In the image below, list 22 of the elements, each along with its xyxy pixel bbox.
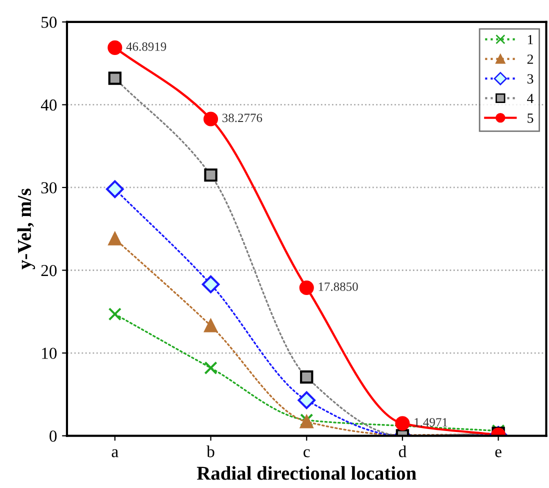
y-tick-label: 20 bbox=[41, 264, 57, 276]
y-tick-label: 50 bbox=[42, 16, 57, 28]
legend-label: 5 bbox=[528, 114, 534, 123]
legend-label: 4 bbox=[527, 94, 534, 104]
x-axis-title: Radial directional location bbox=[196, 466, 416, 480]
data-label: 38.2776 bbox=[222, 114, 262, 122]
y-tick-label: 30 bbox=[41, 182, 57, 194]
x-tick-label: d bbox=[398, 446, 406, 458]
data-label: 17.8850 bbox=[318, 282, 358, 291]
legend-label: 2 bbox=[527, 54, 533, 64]
data-label: 1.4971 bbox=[414, 418, 448, 427]
y-tick-label: 10 bbox=[42, 348, 57, 359]
y-tick-label: 40 bbox=[40, 99, 57, 111]
x-tick-label: b bbox=[206, 446, 214, 458]
x-tick-label: e bbox=[495, 449, 502, 458]
legend-label: 3 bbox=[527, 74, 534, 84]
legend-label: 1 bbox=[528, 35, 533, 44]
x-tick-label: a bbox=[112, 449, 118, 458]
y-axis-title: y-Vel, m/s bbox=[17, 188, 36, 270]
x-tick-label: c bbox=[304, 449, 310, 458]
y-tick-label: 0 bbox=[50, 430, 57, 442]
data-label: 46.8919 bbox=[126, 42, 166, 51]
